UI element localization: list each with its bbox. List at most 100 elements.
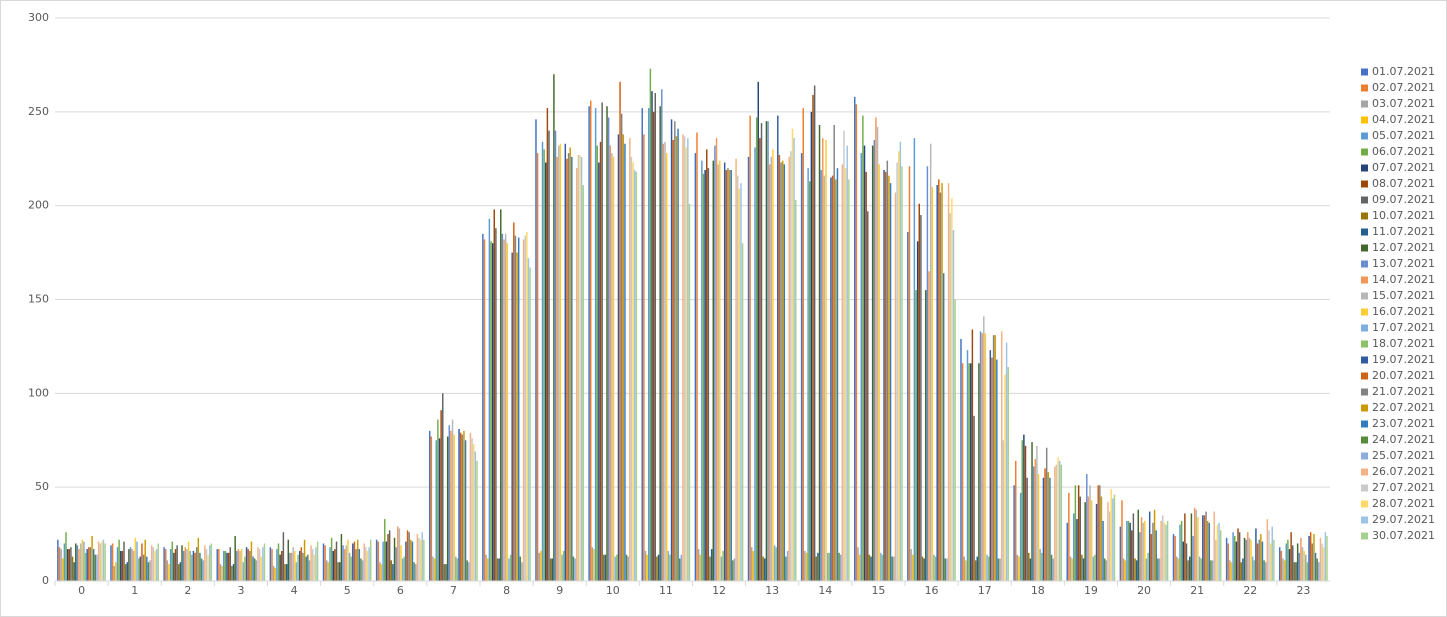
bar: [423, 539, 425, 581]
bar: [247, 549, 249, 581]
bar: [759, 138, 761, 581]
bar: [785, 556, 787, 581]
bar: [622, 134, 625, 581]
bar: [443, 564, 446, 581]
bar: [1216, 524, 1219, 581]
x-tick-label: 5: [344, 584, 351, 597]
x-tick-label: 21: [1190, 584, 1204, 597]
bar: [231, 565, 233, 581]
bar: [768, 164, 771, 581]
bar: [590, 100, 592, 581]
bar: [110, 545, 112, 581]
bar: [1013, 485, 1015, 581]
bar: [1031, 442, 1033, 581]
bar: [963, 556, 965, 581]
bar: [524, 235, 526, 581]
bar: [398, 528, 401, 581]
bar: [149, 560, 151, 581]
bar: [178, 564, 180, 581]
bar: [1018, 556, 1020, 581]
bar: [952, 230, 955, 581]
bar: [216, 549, 218, 581]
bar: [1037, 474, 1040, 581]
bar: [741, 243, 744, 581]
bar: [1127, 520, 1130, 581]
bar: [670, 119, 673, 581]
bar: [332, 550, 334, 581]
bar: [1203, 515, 1206, 581]
bar: [1306, 562, 1309, 581]
bar: [116, 547, 119, 581]
bar: [815, 556, 818, 581]
bar: [752, 550, 755, 581]
bar: [179, 562, 182, 581]
legend-swatch: [1361, 180, 1368, 188]
bar: [575, 168, 578, 581]
legend-swatch: [1361, 516, 1368, 524]
y-tick-label: 300: [28, 11, 49, 24]
bar: [303, 539, 306, 581]
bar: [171, 541, 173, 581]
bar: [1322, 547, 1325, 581]
legend-label: 22.07.2021: [1372, 401, 1435, 414]
bar: [984, 333, 987, 581]
bar: [934, 556, 937, 581]
x-tick-label: 9: [556, 584, 563, 597]
bar: [1172, 534, 1175, 581]
bar: [1134, 558, 1136, 581]
bar: [612, 156, 615, 581]
x-tick-label: 0: [78, 584, 85, 597]
bar: [1311, 543, 1314, 581]
legend-label: 23.07.2021: [1372, 417, 1435, 430]
bar: [1316, 558, 1318, 581]
bar: [749, 115, 751, 581]
bar: [1200, 558, 1202, 581]
bar: [886, 160, 889, 582]
bar: [1260, 534, 1262, 581]
bar: [88, 547, 90, 581]
bar: [522, 239, 525, 582]
bar: [1086, 474, 1088, 581]
bar: [1280, 550, 1283, 581]
bar: [857, 547, 859, 581]
bar: [442, 393, 444, 581]
bar: [224, 550, 227, 581]
bar: [757, 81, 759, 581]
bar: [1298, 552, 1301, 581]
bar: [540, 550, 542, 581]
bar: [150, 545, 153, 581]
bar: [1313, 534, 1315, 581]
bar: [1234, 535, 1236, 581]
bar: [199, 552, 201, 581]
bar: [535, 119, 537, 581]
y-tick-label: 0: [42, 574, 49, 587]
bar: [503, 239, 505, 582]
bar: [1029, 558, 1032, 581]
bar: [1140, 517, 1143, 581]
bar: [1251, 556, 1254, 581]
bar: [1227, 543, 1229, 581]
bar: [1205, 511, 1207, 581]
bar: [704, 170, 706, 581]
bar: [99, 543, 101, 581]
bar: [611, 153, 613, 581]
bar: [996, 359, 998, 581]
bar: [137, 558, 140, 581]
x-tick-label: 14: [818, 584, 832, 597]
bar: [232, 564, 235, 581]
bar: [598, 162, 600, 581]
legend-label: 15.07.2021: [1372, 289, 1435, 302]
bar: [517, 237, 520, 581]
bar: [263, 543, 266, 581]
bar: [305, 556, 307, 581]
y-tick-label: 50: [35, 480, 49, 493]
bar: [1309, 532, 1312, 581]
bar: [1032, 466, 1035, 581]
bar: [1039, 549, 1041, 581]
bar: [285, 564, 288, 581]
bar: [807, 168, 809, 581]
legend-label: 26.07.2021: [1372, 465, 1435, 478]
bar: [244, 556, 246, 581]
bar: [871, 145, 874, 581]
